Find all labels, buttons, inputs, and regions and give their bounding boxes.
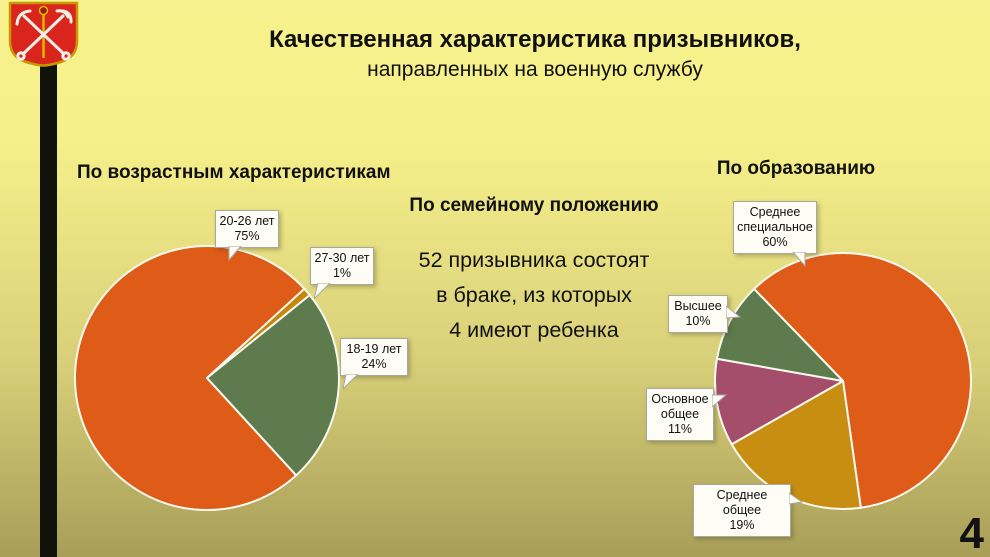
family-status-line2: в браке, из которых [436,283,632,307]
callout-label: Среднее общее [716,488,768,517]
callout-value: 1% [332,266,352,280]
callout-label: специальное [737,220,813,234]
pie-slice-0 [753,252,972,509]
family-status-line3: 4 имеют ребенка [449,318,619,342]
callout-edu-srednee-spec: Среднее специальное 60% [733,201,817,267]
callout-label: 20-26 лет [219,214,275,228]
family-status-block: По семейному положению 52 призывника сос… [388,195,680,348]
saint-petersburg-coat-of-arms-icon [8,1,79,67]
callout-pointer-icon [792,252,806,267]
callout-label: Среднее [749,205,801,219]
callout-pointer-icon [789,492,803,505]
slide-title: Качественная характеристика призывников,… [80,26,990,82]
callout-label: общее [660,407,700,421]
callout-age-20-26: 20-26 лет 75% [215,210,279,261]
pie-slice-3 [715,287,844,382]
callout-pointer-icon [726,305,741,319]
callout-pointer-icon [712,394,727,408]
age-chart-title: По возрастным характеристикам [77,162,391,183]
callout-edu-srednee-obschee: Среднее общее 19% [693,484,803,537]
slide-title-line2: направленных на военную службу [367,57,703,81]
callout-value: 60% [762,235,788,249]
callout-value: 24% [361,357,387,371]
callout-pointer-icon [228,246,242,261]
callout-edu-osnovnoe: Основное общее 11% [646,388,727,441]
slide-title-line1: Качественная характеристика призывников, [269,26,801,53]
callout-label: Основное [651,392,709,406]
callout-label: 18-19 лет [346,342,402,356]
family-status-title: По семейному положению [409,195,659,216]
education-chart-title: По образованию [716,158,876,179]
pie-slice-2 [206,294,340,477]
callout-edu-vysshee: Высшее 10% [668,295,741,333]
callout-value: 75% [234,229,260,243]
flag-pole [40,48,57,557]
family-status-line1: 52 призывника состоят [418,248,650,272]
callout-pointer-icon [343,374,359,390]
page-number: 4 [959,508,984,557]
age-pie-chart [73,244,341,512]
callout-pointer-icon [314,283,331,300]
callout-age-18-19: 18-19 лет 24% [340,338,408,390]
callout-value: 10% [685,314,711,328]
callout-value: 11% [667,422,693,436]
education-pie-chart [713,251,973,511]
callout-value: 19% [729,518,755,532]
callout-label: Высшее [674,299,722,313]
callout-age-27-30: 27-30 лет 1% [310,247,374,300]
callout-label: 27-30 лет [314,251,370,265]
